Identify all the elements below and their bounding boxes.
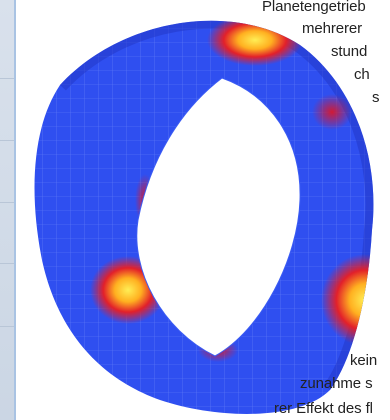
article-line-6: kein — [350, 352, 378, 369]
ring-inner-hole — [136, 77, 301, 357]
article-line-4: ch — [354, 66, 370, 83]
article-line-1: Planetengetrieb — [262, 0, 366, 15]
hotspot-top-right — [312, 94, 352, 130]
article-line-5: s — [372, 89, 380, 106]
column-divider — [14, 0, 16, 420]
article-line-2: mehrerer — [302, 20, 363, 37]
article-line-8: rer Effekt des fl — [274, 400, 373, 417]
page-margin-strip — [0, 0, 14, 420]
article-line-7: zunahme s — [300, 375, 373, 392]
hotspot-top — [207, 20, 303, 66]
article-line-3: stund — [331, 43, 368, 60]
